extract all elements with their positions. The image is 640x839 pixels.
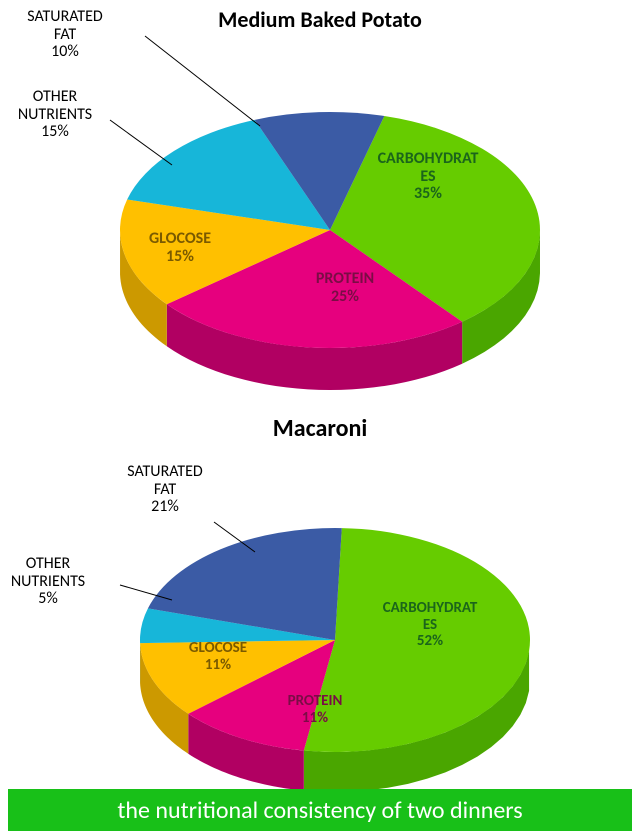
callout-label-other-nutrients: OTHERNUTRIENTS5% [0, 555, 108, 608]
page-root: { "layout":{"width":640,"height":839,"ba… [0, 0, 640, 839]
slice-label-carbohydrates: CARBOHYDRATES52% [370, 600, 490, 650]
slice-label-carbohydrates: CARBOHYDRATES35% [368, 150, 488, 203]
footer-banner: the nutritional consistency of two dinne… [8, 789, 632, 831]
callout-label-other-nutrients: OTHERNUTRIENTS15% [0, 88, 115, 141]
slice-label-glocose: GLOCOSE11% [158, 640, 278, 673]
callout-line [110, 120, 172, 165]
callout-line [145, 36, 260, 126]
slice-label-protein: PROTEIN11% [255, 693, 375, 726]
callout-label-saturated-fat: SATURATEDFAT21% [105, 463, 225, 516]
pie-chart-1 [0, 0, 640, 410]
callout-label-saturated-fat: SATURATEDFAT10% [5, 8, 125, 61]
slice-label-protein: PROTEIN25% [285, 270, 405, 305]
slice-label-glocose: GLOCOSE15% [120, 230, 240, 265]
footer-text: the nutritional consistency of two dinne… [117, 796, 522, 825]
pie-chart-2 [0, 400, 640, 820]
